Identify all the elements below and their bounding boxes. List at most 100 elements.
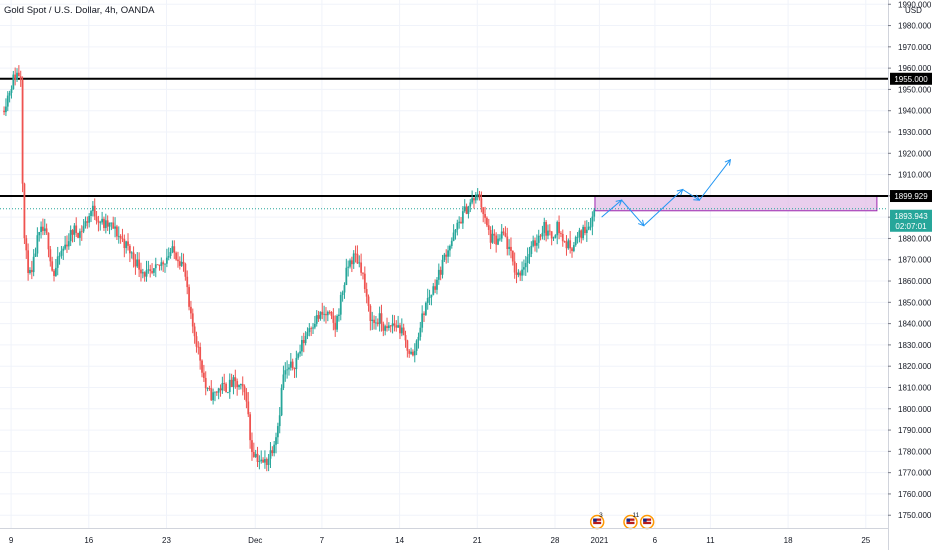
candle-body: [42, 226, 44, 231]
candle-body: [326, 311, 329, 316]
candle-body: [399, 325, 401, 334]
candle-body: [245, 392, 248, 402]
candle-body: [173, 246, 176, 253]
candle-body: [64, 244, 67, 249]
candle-body: [112, 222, 115, 229]
candle-body: [373, 319, 375, 323]
event-markers[interactable]: 3 11: [589, 512, 655, 530]
x-tick-label: 21: [473, 536, 482, 545]
candle-body: [14, 74, 17, 80]
candle-body: [378, 313, 381, 325]
candle-body: [273, 444, 276, 454]
candle-body: [38, 231, 41, 236]
y-tick-label: 1770.000: [898, 469, 932, 478]
candle-body: [365, 289, 368, 297]
candle-body: [545, 222, 548, 236]
candle-body: [504, 233, 507, 237]
candle-body: [325, 313, 327, 316]
candle-body: [239, 384, 242, 386]
candle-body: [164, 263, 166, 265]
candle-body: [445, 254, 448, 257]
candle-body: [160, 262, 163, 266]
candle-body: [585, 229, 588, 234]
candle-body: [104, 220, 107, 229]
candle-body: [289, 361, 292, 368]
candle-body: [471, 198, 474, 203]
candle-body: [214, 391, 216, 393]
x-tick-label: 2021: [591, 536, 609, 545]
candle-body: [480, 198, 483, 208]
candle-body: [77, 232, 79, 238]
candle-body: [178, 261, 181, 266]
candle-body: [391, 323, 394, 327]
candle-body: [265, 459, 268, 465]
candle-body: [58, 255, 61, 257]
candle-body: [302, 339, 305, 344]
candle-body: [32, 256, 35, 273]
candle-body: [67, 241, 70, 247]
candle-body: [454, 229, 457, 233]
level-price-tag-label: 1899.929: [894, 192, 928, 201]
candle-body: [321, 311, 324, 315]
candle-body: [16, 72, 18, 80]
candle-body: [217, 388, 220, 393]
candle-body: [191, 313, 194, 327]
time-axis[interactable]: 9 16 23 Dec 7 14 21 28 2021 6 11 18 25: [9, 536, 871, 545]
candle-body: [313, 323, 316, 328]
candle-body: [223, 382, 226, 384]
candle-body: [312, 327, 314, 329]
candle-body: [75, 225, 78, 233]
countdown-label: 02:07:01: [895, 222, 927, 231]
candle-body: [177, 259, 179, 262]
arrow-head: [638, 219, 645, 227]
y-tick-label: 1850.000: [898, 298, 932, 307]
candle-body: [354, 253, 357, 255]
candle-body: [456, 222, 459, 230]
candle-body: [376, 322, 379, 325]
level-price-tag-label: 1955.000: [894, 75, 928, 84]
candle-body: [80, 231, 83, 233]
candle-body: [27, 250, 30, 273]
candle-body: [515, 272, 518, 275]
candle-body: [434, 286, 437, 290]
candle-body: [591, 216, 594, 227]
candle-body: [299, 351, 301, 354]
candle-body: [528, 253, 531, 257]
candle-body: [563, 241, 566, 242]
candle-body: [561, 233, 564, 242]
candle-body: [387, 325, 390, 328]
candle-body: [319, 311, 322, 319]
horizontal-levels[interactable]: [0, 77, 888, 198]
candle-body: [236, 381, 239, 388]
projection-line[interactable]: [601, 159, 731, 227]
candle-body: [497, 238, 499, 245]
candle-body: [130, 252, 133, 254]
projection-path[interactable]: [601, 158, 732, 227]
candle-body: [469, 202, 472, 207]
candle-body: [62, 248, 65, 251]
flag-stripe-icon: [593, 518, 602, 521]
candle-body: [6, 95, 9, 107]
candle-body: [228, 379, 231, 392]
candle-body: [402, 327, 405, 336]
candle-body: [267, 458, 270, 465]
candle-body: [12, 74, 15, 90]
candle-body: [153, 268, 155, 273]
candle-body: [491, 233, 494, 243]
candle-body: [29, 269, 31, 273]
candle-body: [393, 323, 396, 326]
candle-body: [428, 297, 431, 299]
candle-body: [156, 264, 159, 266]
candle-body: [256, 453, 259, 462]
candle-body: [165, 257, 168, 264]
event-count: 11: [632, 512, 639, 519]
candle-body: [511, 250, 514, 262]
candle-body: [56, 256, 59, 268]
candle-body: [436, 279, 438, 290]
candle-body: [169, 252, 172, 256]
flag-stripe-icon: [626, 518, 635, 521]
candle-body: [567, 240, 570, 249]
flag-stripe-icon: [593, 521, 602, 525]
y-tick-label: 1800.000: [898, 405, 932, 414]
